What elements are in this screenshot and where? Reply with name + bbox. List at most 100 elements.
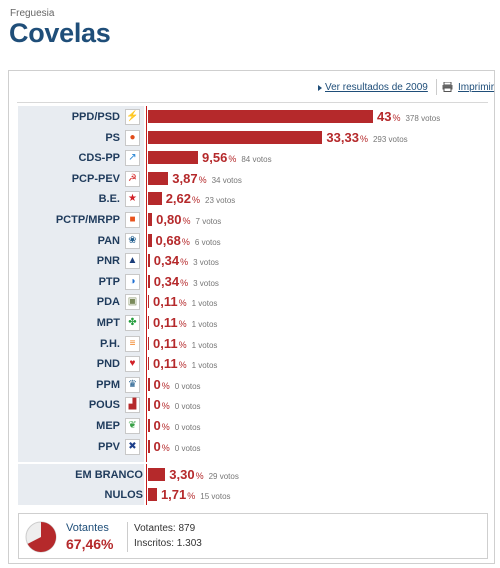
vote-percentage: 0	[153, 438, 161, 454]
vote-percentage: 2,62	[165, 191, 192, 207]
vote-value: 0,11% 1 votos	[153, 315, 217, 330]
cds-pp-arrow-icon: ↗	[125, 150, 140, 167]
party-name: POUS	[88, 399, 120, 412]
vote-value: 3,87% 34 votos	[172, 171, 242, 186]
party-name: PCTP/MRPP	[55, 214, 120, 226]
vote-value: 0,11% 1 votos	[153, 336, 217, 351]
vote-count-number: 293	[372, 134, 387, 144]
percent-sign: %	[198, 174, 207, 185]
party-name: EM BRANCO	[75, 469, 143, 481]
vote-count-suffix: votos	[199, 258, 219, 268]
vote-percentage: 0,80	[156, 212, 182, 227]
printer-icon[interactable]	[442, 82, 453, 92]
vote-count: 15 votos	[200, 492, 230, 501]
vote-value: 2,62% 23 votos	[166, 191, 236, 206]
vote-count-suffix: votos	[216, 196, 236, 206]
result-row: B.E. ★ 2,62% 23 votos	[18, 189, 488, 209]
result-row: PPD/PSD ⚡ 43% 378 votos	[18, 107, 488, 127]
print-link[interactable]: Imprimir	[458, 82, 495, 93]
result-row: PPV ✖ 0% 0 votos	[18, 437, 488, 457]
party-labels-column	[18, 106, 144, 462]
vote-value: 9,56% 84 votos	[202, 150, 272, 165]
turnout-summary: Votantes 67,46% Votantes: 879 Inscritos:…	[18, 513, 488, 559]
vote-bar	[148, 213, 153, 226]
ptp-swirl-icon: ◑	[125, 273, 140, 290]
percent-sign: %	[178, 319, 187, 329]
toolbar-rule	[17, 102, 488, 103]
vote-bar	[148, 316, 149, 329]
percent-sign: %	[161, 401, 170, 412]
vote-bar	[148, 377, 150, 391]
vote-count-suffix: votos	[222, 175, 242, 185]
vote-percentage: 0,11	[153, 315, 178, 330]
vote-value: 0% 0 votos	[154, 377, 201, 392]
vote-bar	[148, 439, 150, 453]
vote-count-suffix: votos	[181, 381, 201, 391]
result-row: EM BRANCO 3,30% 29 votos	[18, 465, 488, 485]
vote-count: 0 votos	[175, 444, 201, 453]
party-name: B.E.	[98, 193, 120, 206]
percent-sign: %	[161, 442, 170, 453]
vote-count: 3 votos	[193, 258, 219, 267]
party-name: PND	[96, 358, 120, 371]
vote-percentage: 43	[377, 109, 392, 124]
vote-bar	[148, 192, 162, 206]
vote-value: 0,11% 1 votos	[153, 356, 217, 371]
vote-count-suffix: votos	[202, 217, 222, 226]
vote-count-suffix: votos	[181, 402, 201, 412]
pnr-flame-icon: ▲	[125, 253, 140, 270]
arrow-right-icon	[318, 85, 322, 91]
page-kicker: Freguesia	[10, 8, 55, 19]
vote-count: 23 votos	[205, 196, 235, 205]
parties-bar-axis	[146, 106, 147, 462]
vote-bar	[148, 468, 166, 481]
results-2009-link[interactable]: Ver resultados de 2009	[325, 82, 428, 93]
turnout-label: Votantes	[66, 522, 109, 534]
vote-count-suffix: votos	[198, 361, 218, 371]
vote-percentage: 0	[153, 418, 161, 433]
party-name: NULOS	[104, 488, 144, 501]
percent-sign: %	[178, 339, 187, 350]
vote-count: 0 votos	[175, 423, 201, 432]
vote-count: 0 votos	[175, 402, 201, 411]
turnout-pie-slice	[27, 522, 56, 552]
ppv-cross-icon: ✖	[125, 438, 140, 455]
result-row: PPM ♛ 0% 0 votos	[18, 375, 488, 395]
vote-percentage: 0,68	[155, 232, 181, 248]
pda-map-icon: ▣	[125, 294, 140, 311]
result-row: PAN ❀ 0,68% 6 votos	[18, 231, 488, 251]
turnout-percentage: 67,46%	[66, 536, 114, 552]
result-row: PNR ▲ 0,34% 3 votos	[18, 251, 488, 271]
party-name: MEP	[96, 420, 120, 432]
vote-count-number: 7	[195, 217, 200, 226]
vote-bar	[148, 295, 149, 309]
vote-count-number: 29	[208, 472, 218, 481]
vote-value: 0,68% 6 votos	[156, 233, 221, 248]
vote-count-number: 23	[205, 196, 214, 206]
vote-count: 1 votos	[192, 320, 218, 329]
pctp-mrpp-emblem-icon: ■	[125, 212, 140, 228]
party-name: MPT	[96, 317, 120, 329]
percent-sign: %	[180, 257, 189, 268]
vote-value: 0% 0 votos	[154, 397, 201, 412]
vote-count-suffix: votos	[198, 340, 218, 350]
vote-percentage: 3,87	[172, 170, 198, 186]
result-row: PCP-PEV ☭ 3,87% 34 votos	[18, 169, 488, 189]
party-name: P.H.	[100, 337, 120, 350]
vote-count-number: 0	[174, 443, 180, 453]
vote-count-number: 1	[191, 361, 197, 371]
vote-percentage: 0	[153, 376, 161, 392]
percent-sign: %	[161, 380, 170, 391]
vote-value: 0,34% 3 votos	[154, 253, 219, 268]
vote-count-number: 1	[191, 320, 197, 329]
vote-percentage: 9,56	[202, 150, 228, 166]
result-row: MPT ✤ 0,11% 1 votos	[18, 313, 488, 333]
mep-leaf-icon: ❦	[125, 418, 140, 434]
vote-bar	[148, 274, 150, 288]
vote-value: 0,80% 7 votos	[156, 212, 221, 227]
be-star-icon: ★	[125, 191, 140, 208]
vote-count: 1 votos	[192, 341, 218, 350]
percent-sign: %	[161, 422, 170, 432]
vote-percentage: 1,71	[160, 486, 187, 502]
pnd-heart-icon: ♥	[125, 356, 140, 373]
